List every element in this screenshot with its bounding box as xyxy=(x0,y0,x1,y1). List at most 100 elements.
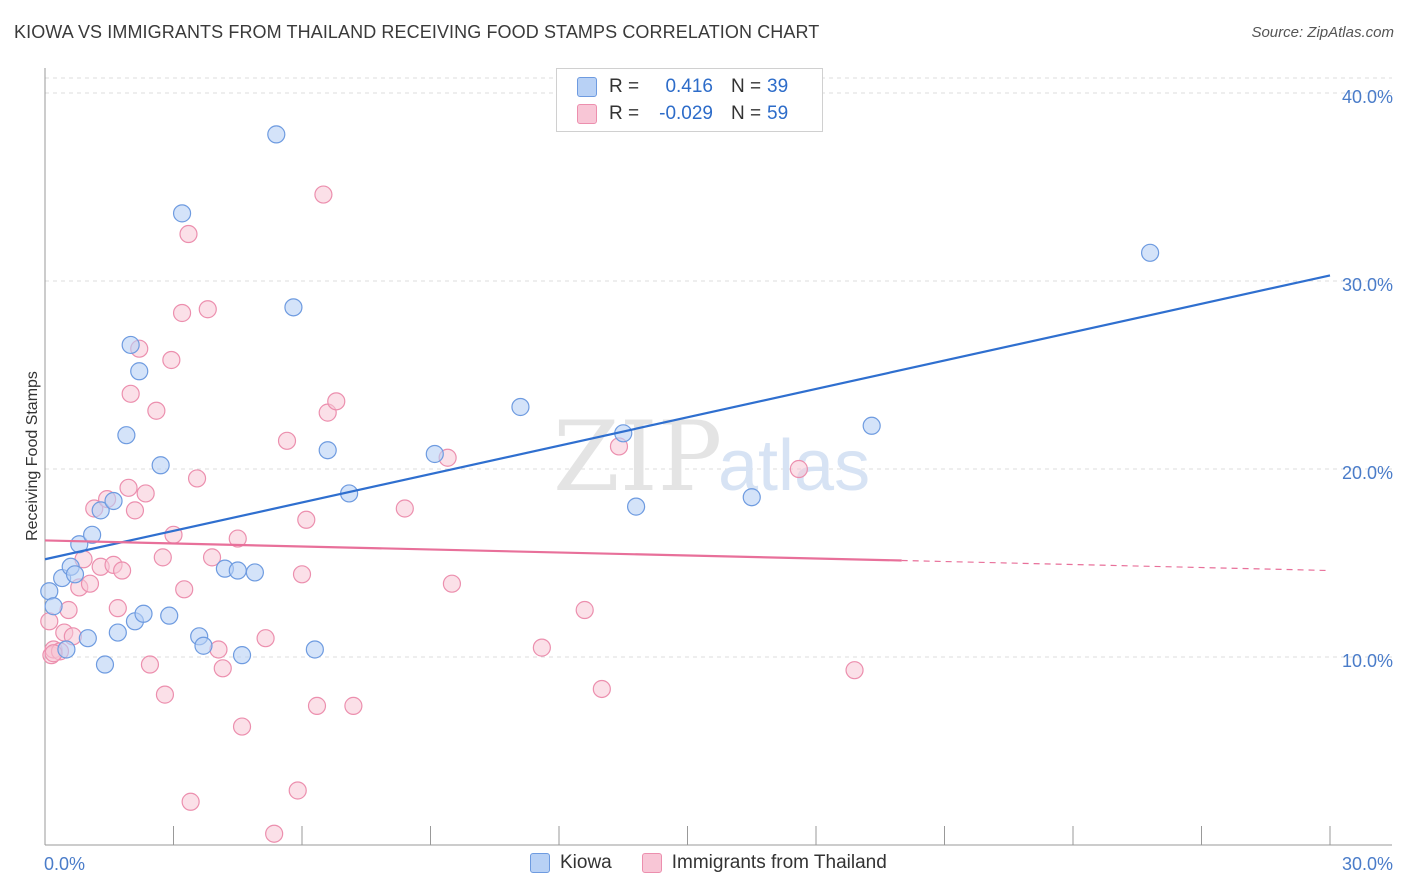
kiowa-points-group xyxy=(40,125,1160,674)
y-tick-label: 40.0% xyxy=(1342,87,1393,107)
kiowa-point xyxy=(44,597,63,616)
thai-point xyxy=(277,431,297,450)
kiowa-point xyxy=(626,497,646,516)
thai-point xyxy=(147,401,166,420)
legend-row-kiowa: R = 0.416 N = 39 xyxy=(577,74,788,100)
thai-point xyxy=(198,300,217,319)
thai-point xyxy=(228,529,247,548)
thai-point xyxy=(181,792,200,811)
watermark-zip: ZIP xyxy=(553,401,722,513)
thai-points-group xyxy=(40,185,864,843)
kiowa-point xyxy=(108,623,127,642)
kiowa-point xyxy=(511,397,530,417)
thai-point xyxy=(202,548,222,567)
y-tick-label: 20.0% xyxy=(1342,463,1393,483)
thai-point xyxy=(307,696,327,715)
thai-point xyxy=(136,484,155,503)
kiowa-point xyxy=(78,629,97,648)
correlation-legend: R = 0.416 N = 39 R = -0.029 N = 59 xyxy=(556,68,823,132)
kiowa-point xyxy=(95,655,115,674)
kiowa-point xyxy=(117,426,136,445)
thai-point xyxy=(288,781,307,800)
tick-label-layer: 10.0% 20.0% 30.0% 40.0% 0.0% 30.0% xyxy=(44,87,1393,874)
kiowa-point xyxy=(1140,243,1160,262)
thai-swatch xyxy=(577,104,597,124)
thai-point xyxy=(108,599,127,618)
watermark: ZIP atlas xyxy=(553,401,870,513)
kiowa-point xyxy=(194,636,213,655)
r-label: R = xyxy=(609,76,640,97)
thai-point xyxy=(172,303,192,323)
kiowa-point xyxy=(245,563,264,582)
thai-point xyxy=(112,561,132,580)
thai-point xyxy=(314,185,333,204)
kiowa-point xyxy=(104,491,123,511)
n-label: N = xyxy=(731,103,762,124)
thai-point xyxy=(789,459,808,479)
kiowa-point xyxy=(425,444,444,464)
kiowa-point xyxy=(151,456,170,475)
thai-point xyxy=(187,469,207,488)
chart-title: KIOWA VS IMMIGRANTS FROM THAILAND RECEIV… xyxy=(14,22,820,42)
thai-legend-label: Immigrants from Thailand xyxy=(671,852,887,873)
thai-point xyxy=(265,824,284,843)
kiowa-point xyxy=(172,204,192,223)
kiowa-legend-swatch xyxy=(530,853,550,873)
source-label: Source: ZipAtlas.com xyxy=(1251,24,1394,41)
thai-point xyxy=(297,510,316,529)
thai-point xyxy=(532,638,551,657)
kiowa-point xyxy=(83,525,102,544)
kiowa-point xyxy=(862,416,881,435)
thai-point xyxy=(442,574,462,593)
thai-point xyxy=(213,659,232,678)
kiowa-point xyxy=(160,606,179,625)
kiowa-point xyxy=(40,582,59,601)
kiowa-point xyxy=(121,335,140,355)
x-tick-label: 0.0% xyxy=(44,854,85,874)
kiowa-point xyxy=(284,298,303,317)
thai-point xyxy=(395,499,414,518)
kiowa-point xyxy=(305,640,324,659)
series-legend: Kiowa Immigrants from Thailand xyxy=(530,852,917,874)
n-label: N = xyxy=(731,76,762,97)
kiowa-point xyxy=(65,565,85,584)
thai-legend-swatch xyxy=(641,853,662,873)
thai-point xyxy=(327,392,346,411)
thai-point xyxy=(80,574,100,593)
legend-item-thai: Immigrants from Thailand xyxy=(641,852,887,874)
thai-point xyxy=(162,350,181,370)
thai-point xyxy=(256,629,275,648)
kiowa-swatch xyxy=(577,77,597,97)
trend-layer xyxy=(44,274,1331,572)
r-value: -0.029 xyxy=(659,103,713,124)
thai-trend-line xyxy=(44,539,902,562)
axis-layer xyxy=(44,68,1392,846)
kiowa-point xyxy=(91,501,110,520)
thai-point xyxy=(155,685,175,704)
thai-point xyxy=(344,696,363,715)
thai-point xyxy=(40,612,59,631)
thai-point xyxy=(592,679,611,699)
kiowa-point xyxy=(232,646,252,665)
kiowa-point xyxy=(742,488,761,507)
y-axis-label: Receiving Food Stamps xyxy=(24,371,41,541)
y-tick-label: 30.0% xyxy=(1342,275,1393,295)
thai-point xyxy=(179,224,198,244)
thai-point xyxy=(59,600,78,620)
kiowa-point xyxy=(228,561,247,580)
thai-point xyxy=(140,655,160,674)
thai-point xyxy=(153,548,172,567)
r-label: R = xyxy=(609,103,640,124)
thai-point xyxy=(121,384,140,403)
thai-point xyxy=(232,717,252,736)
x-tick-label: 30.0% xyxy=(1342,854,1393,874)
thai-point xyxy=(209,640,228,659)
n-value: 59 xyxy=(767,103,789,124)
thai-point xyxy=(845,661,864,680)
kiowa-point xyxy=(134,604,153,623)
thai-point xyxy=(119,478,138,497)
r-value: 0.416 xyxy=(665,76,713,97)
legend-item-kiowa: Kiowa xyxy=(530,852,612,874)
kiowa-point xyxy=(57,640,76,659)
